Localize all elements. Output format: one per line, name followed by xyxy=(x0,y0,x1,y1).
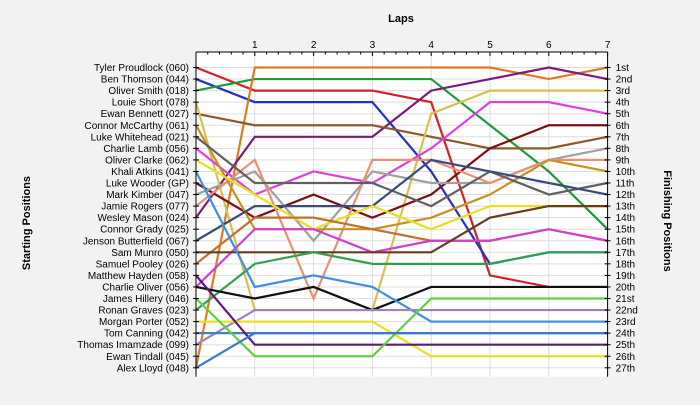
finish-position-label: 13th xyxy=(616,202,635,213)
finish-position-label: 20th xyxy=(616,282,635,293)
finish-position-label: 11th xyxy=(616,179,635,190)
start-position-label: Matthew Hayden (058) xyxy=(88,271,189,282)
series-line-23 xyxy=(196,320,608,358)
series-lines xyxy=(194,66,609,369)
start-position-label: Charlie Lamb (056) xyxy=(103,144,189,155)
start-position-label: Mark Kimber (047) xyxy=(106,190,189,201)
series-line-25 xyxy=(195,274,608,346)
finish-position-label: 1st xyxy=(616,63,630,74)
series-line-15 xyxy=(195,158,608,231)
finish-position-label: 15th xyxy=(616,225,635,236)
finish-position-label: 8th xyxy=(616,144,630,155)
start-position-label: Oliver Clarke (062) xyxy=(105,155,189,166)
start-position-label: Luke Whitehead (021) xyxy=(91,132,189,143)
series-line-27 xyxy=(195,332,608,369)
y-axis-title-right: Finishing Positions xyxy=(661,170,673,271)
start-position-label: Sam Munro (050) xyxy=(111,248,189,259)
start-position-label: Connor Grady (025) xyxy=(100,225,189,236)
series-line-19 xyxy=(195,251,608,311)
y-axis-title-left: Starting Positions xyxy=(21,176,33,270)
x-tick-label: 4 xyxy=(428,40,434,51)
start-position-label: Jamie Rogers (077) xyxy=(101,202,189,213)
finish-position-label: 24th xyxy=(616,329,635,340)
series-line-9 xyxy=(195,124,608,219)
finish-position-label: 3rd xyxy=(616,86,630,97)
start-position-label: Morgan Porter (052) xyxy=(99,317,189,328)
start-position-label: Ewan Bennett (027) xyxy=(101,109,189,120)
finish-position-label: 23rd xyxy=(616,317,636,328)
finish-position-label: 19th xyxy=(616,271,635,282)
finish-position-label: 26th xyxy=(616,352,635,363)
finish-position-label: 4th xyxy=(616,98,630,109)
series-line-8 xyxy=(195,101,608,196)
start-position-label: Tyler Proudlock (060) xyxy=(94,63,189,74)
x-tick-label: 7 xyxy=(605,40,611,51)
start-position-label: Wesley Mason (024) xyxy=(97,213,189,224)
finish-position-label: 7th xyxy=(616,132,630,143)
start-position-label: Ewan Tindall (045) xyxy=(106,352,189,363)
finish-position-label: 14th xyxy=(616,213,635,224)
start-position-label: Khali Atkins (041) xyxy=(111,167,189,178)
series-line-4 xyxy=(194,66,608,369)
x-axis-title: Laps xyxy=(388,13,414,25)
finish-position-label: 2nd xyxy=(616,75,633,86)
finish-position-label: 25th xyxy=(616,340,635,351)
x-tick-label: 1 xyxy=(252,40,258,51)
start-position-label: Ronan Graves (023) xyxy=(98,306,189,317)
finish-position-label: 6th xyxy=(616,121,630,132)
series-line-13 xyxy=(195,135,608,208)
start-position-label: Samuel Pooley (026) xyxy=(96,259,189,270)
series-line-26 xyxy=(195,297,608,358)
start-position-label: Connor McCarthy (061) xyxy=(85,121,189,132)
start-position-label: Jenson Butterfield (067) xyxy=(83,236,189,247)
series-line-14 xyxy=(195,158,608,242)
finish-position-label: 12th xyxy=(616,190,635,201)
start-position-label: Oliver Smith (018) xyxy=(108,86,189,97)
series-line-21 xyxy=(195,170,608,323)
series-line-5 xyxy=(195,66,608,219)
finish-position-label: 21st xyxy=(616,294,635,305)
start-position-label: Tom Canning (042) xyxy=(104,329,189,340)
x-tick-label: 5 xyxy=(487,40,493,51)
finish-position-label: 22nd xyxy=(616,306,638,317)
axes xyxy=(193,51,611,377)
axis-labels: 1 2 3 4 5 6 7 Tyler Proudlock (060)Ben Thomson … xyxy=(77,40,638,374)
finish-position-label: 27th xyxy=(616,363,635,374)
finish-position-label: 10th xyxy=(616,167,635,178)
series-line-22 xyxy=(195,308,608,346)
series-line-6 xyxy=(195,112,608,150)
finish-position-label: 18th xyxy=(616,259,635,270)
series-line-20 xyxy=(195,285,608,312)
series-line-1 xyxy=(195,66,608,289)
start-position-label: Charlie Oliver (056) xyxy=(102,282,189,293)
start-position-label: Ben Thomson (044) xyxy=(101,75,189,86)
finish-position-label: 17th xyxy=(616,248,635,259)
x-tick-label: 3 xyxy=(370,40,376,51)
start-position-label: Thomas Imamzade (099) xyxy=(77,340,189,351)
x-tick-label: 6 xyxy=(546,40,552,51)
series-line-17 xyxy=(195,228,608,288)
start-position-label: Alex Lloyd (048) xyxy=(117,363,189,374)
start-position-label: James Hillery (046) xyxy=(103,294,189,305)
x-tick-label: 2 xyxy=(311,40,317,51)
start-position-label: Luke Wooder (GP) xyxy=(106,179,189,190)
start-position-label: Louie Short (078) xyxy=(112,98,189,109)
series-line-18 xyxy=(196,205,608,254)
finish-position-label: 5th xyxy=(616,109,630,120)
finish-position-label: 16th xyxy=(616,236,635,247)
finish-position-label: 9th xyxy=(616,155,630,166)
